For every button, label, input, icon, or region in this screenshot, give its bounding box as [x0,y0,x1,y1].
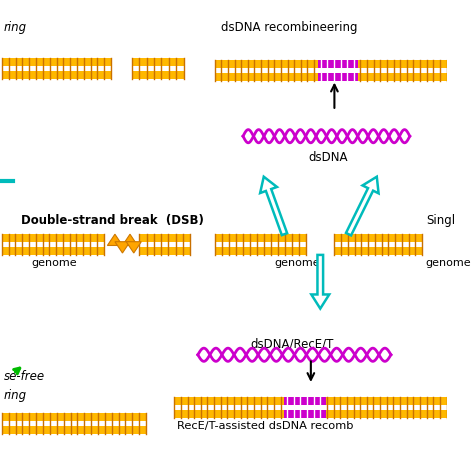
Bar [174,410,447,418]
Bar [215,60,447,68]
Bar [2,426,146,434]
Bar [215,234,306,242]
Text: Double-strand break  (DSB): Double-strand break (DSB) [21,214,204,228]
Bar [139,247,190,255]
Bar [284,410,326,418]
Polygon shape [108,234,122,246]
Polygon shape [311,255,329,309]
Polygon shape [346,177,379,236]
Bar [284,397,326,405]
Bar [2,71,111,79]
Bar [334,247,422,255]
Bar [139,234,190,242]
Bar [215,73,447,81]
Bar [2,413,146,421]
Text: dsDNA/RecE/T: dsDNA/RecE/T [250,338,334,351]
Bar [132,71,184,79]
Text: ring: ring [4,21,27,34]
Polygon shape [126,242,141,253]
Text: genome: genome [32,258,77,268]
Bar [2,58,111,66]
Text: genome: genome [426,258,472,268]
Text: ring: ring [4,389,27,401]
Polygon shape [122,234,137,246]
Polygon shape [260,177,287,235]
Text: dsDNA recombineering: dsDNA recombineering [221,21,358,34]
Text: genome: genome [274,258,319,268]
Text: Singl: Singl [426,214,455,228]
Bar [132,58,184,66]
Text: RecE/T-assisted dsDNA recomb: RecE/T-assisted dsDNA recomb [177,421,354,431]
Bar [215,247,306,255]
Bar [319,73,358,81]
Text: se-free: se-free [4,370,45,383]
Polygon shape [115,242,130,253]
Text: dsDNA: dsDNA [308,151,347,164]
Bar [319,60,358,68]
Bar [174,397,447,405]
Bar [2,247,104,255]
Bar [2,234,104,242]
Bar [334,234,422,242]
